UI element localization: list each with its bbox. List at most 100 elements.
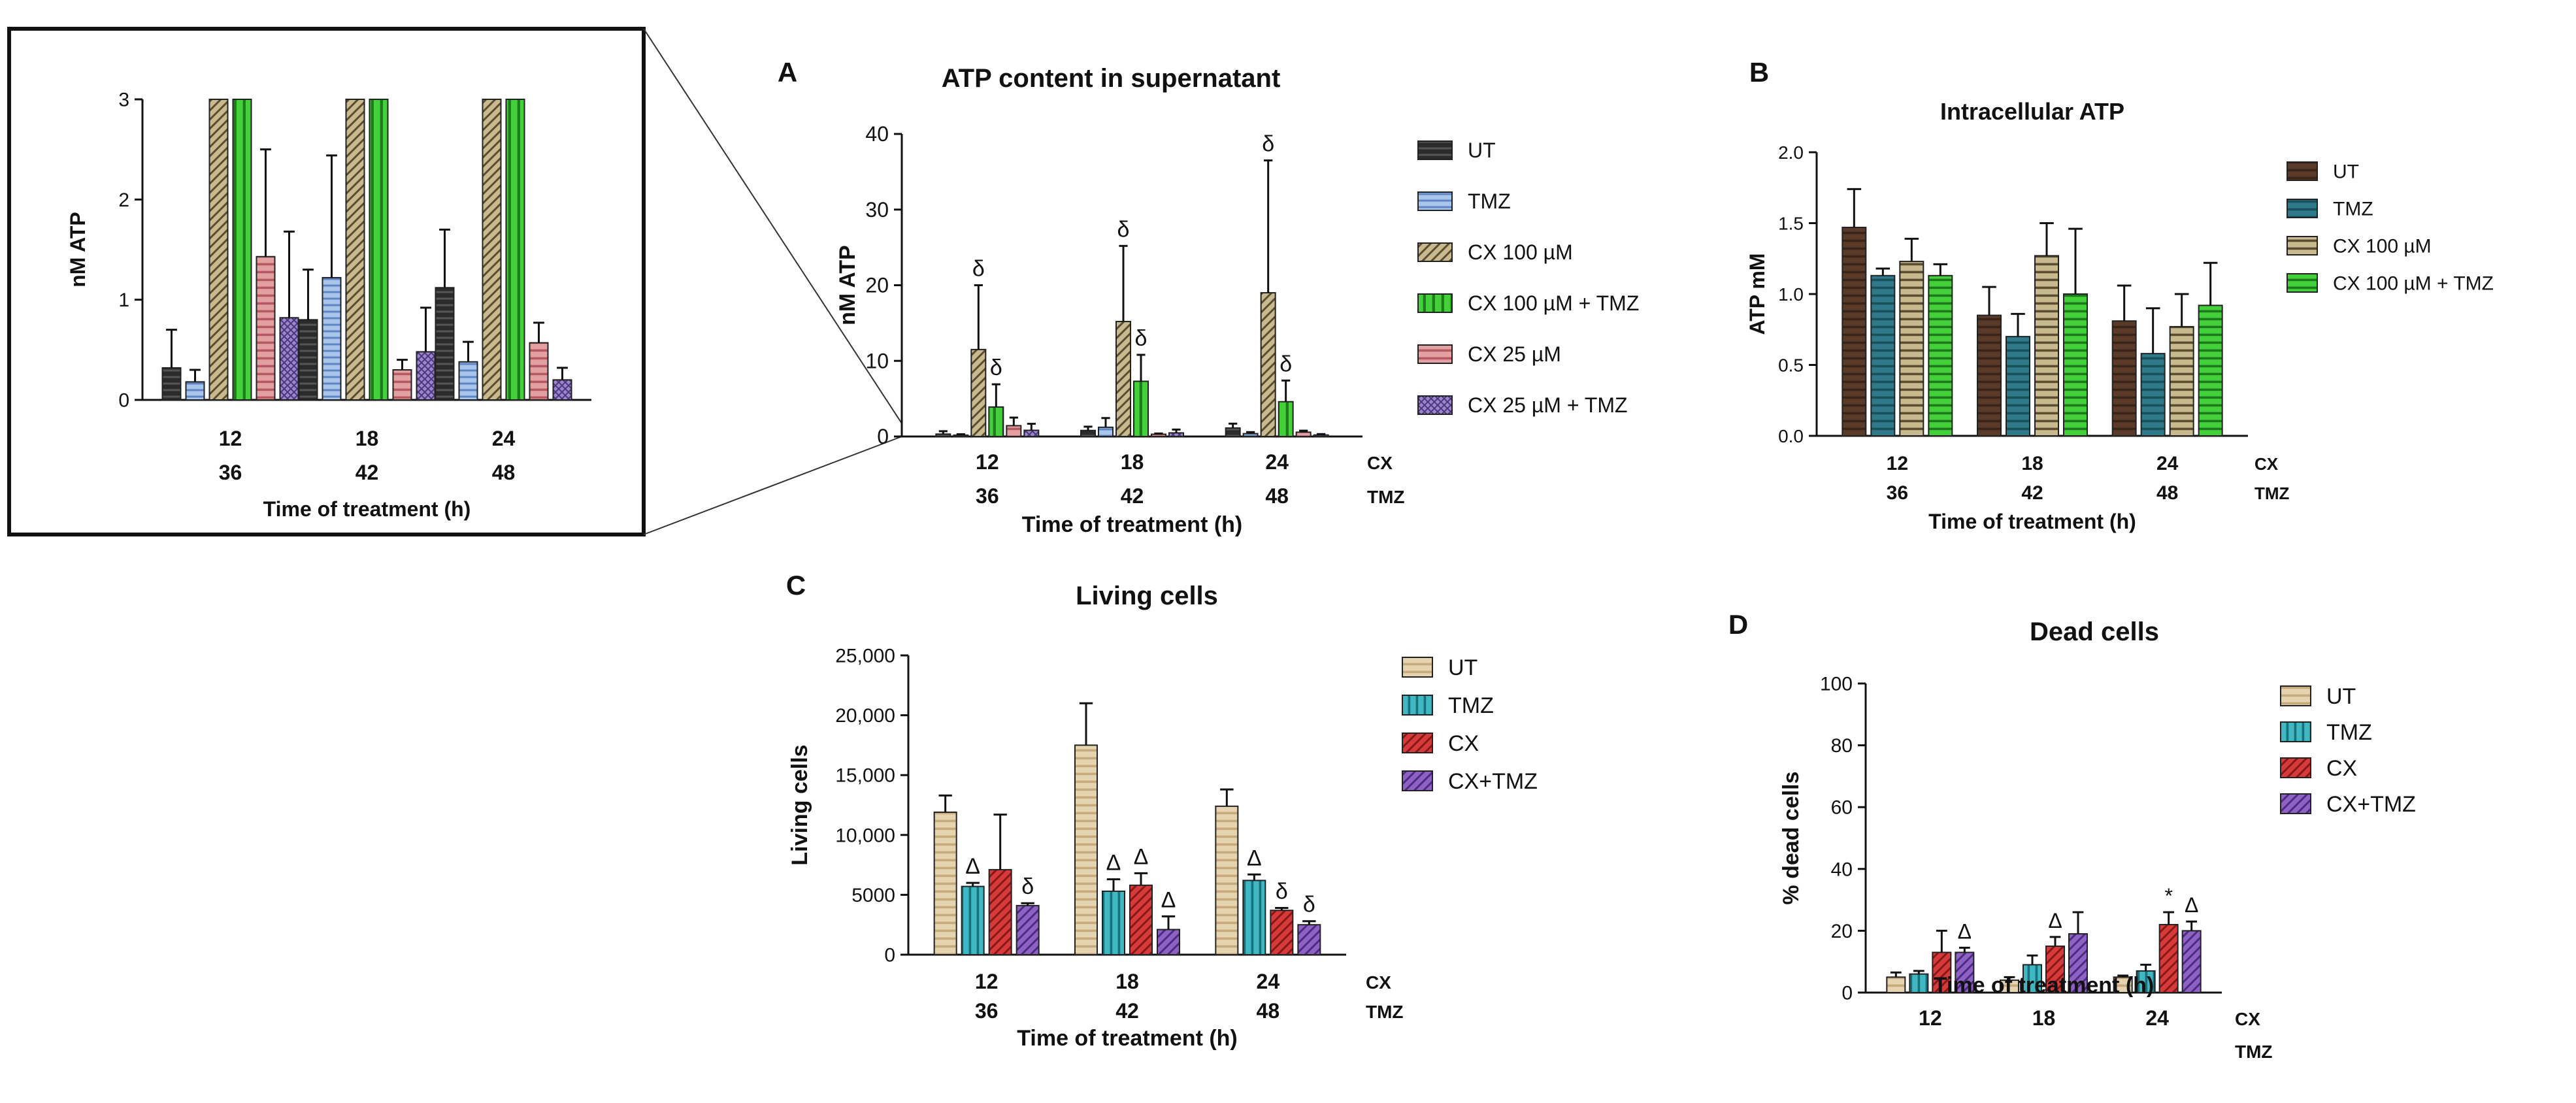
chart-title: Dead cells [2030, 617, 2159, 646]
x-axis-label: Time of treatment (h) [1934, 973, 2155, 998]
bar [1955, 951, 1975, 994]
y-tick-label: 20 [865, 274, 889, 297]
bar [322, 276, 342, 401]
bar [552, 379, 572, 401]
bar [161, 367, 182, 401]
y-tick-label: 0 [1841, 983, 1853, 1004]
y-tick-label: 0 [884, 945, 895, 966]
legend-label: TMZ [1448, 693, 1494, 718]
bar [1115, 321, 1131, 437]
bar [1313, 434, 1329, 437]
row-label-tmz: TMZ [2235, 1042, 2273, 1062]
significance-mark: Δ [2185, 893, 2198, 917]
bar [345, 99, 365, 401]
legend-swatch [1417, 242, 1453, 262]
legend-label: CX [1448, 731, 1479, 756]
x-tick-label-cx: 12 [219, 427, 242, 450]
significance-mark: δ [1117, 217, 1130, 242]
x-tick-label-tmz: 48 [1257, 999, 1280, 1023]
x-axis-label: Time of treatment (h) [263, 497, 471, 521]
panel-label: A [778, 57, 797, 88]
significance-mark: Δ [1134, 844, 1149, 869]
x-tick-label-cx: 18 [2032, 1006, 2056, 1030]
legend-label: UT [2333, 161, 2359, 183]
legend-label: TMZ [2326, 720, 2372, 745]
bar [1129, 884, 1153, 956]
bar [1215, 805, 1239, 956]
y-tick-label: 100 [1820, 674, 1853, 695]
row-label-tmz: TMZ [1366, 1002, 1404, 1022]
y-tick-label: 10,000 [835, 825, 895, 846]
significance-mark: δ [1135, 326, 1148, 351]
y-tick-label: 0.0 [1778, 426, 1804, 446]
bar [1006, 425, 1022, 438]
x-tick-label-tmz: 42 [2021, 482, 2043, 504]
bar [529, 342, 549, 401]
x-tick-label-cx: 18 [1115, 970, 1139, 993]
y-tick-label: 25,000 [835, 646, 895, 667]
bar [2169, 325, 2194, 436]
y-axis-label: nM ATP [66, 212, 90, 288]
x-tick-label-cx: 12 [1919, 1006, 1942, 1030]
y-axis-label: % dead cells [1779, 771, 1804, 904]
significance-mark: δ [1280, 352, 1292, 376]
legend-label: CX 25 µM [1468, 342, 1561, 366]
legend-swatch [1417, 293, 1453, 313]
significance-mark: δ [1262, 132, 1274, 157]
legend-swatch [2287, 161, 2318, 181]
y-tick-label: 1 [118, 289, 129, 311]
legend-swatch [1402, 657, 1433, 678]
bar [1242, 880, 1266, 956]
bar [208, 99, 229, 401]
bar [185, 381, 205, 401]
x-tick-label-tmz: 48 [492, 461, 516, 484]
x-tick-label-tmz: 36 [1887, 482, 1908, 504]
bar [2181, 930, 2202, 994]
significance-mark: δ [1276, 880, 1288, 904]
y-tick-label: 60 [1831, 797, 1853, 819]
bar [1074, 744, 1098, 956]
x-tick-label-cx: 18 [1121, 450, 1144, 474]
chart-a: 0 10 20 30 40 δ δ δ δ δ δ 12 36 18 42 24 48 CX TMZ Time of … [778, 57, 1640, 537]
significance-mark: Δ [1161, 887, 1176, 912]
bar [2198, 305, 2223, 436]
legend-swatch [2287, 273, 2318, 293]
row-label-cx: CX [1367, 453, 1393, 473]
legend-swatch [1417, 344, 1453, 364]
x-tick-label-tmz: 36 [975, 999, 999, 1023]
legend-swatch [2287, 236, 2318, 255]
bar [392, 369, 412, 401]
y-axis-label: ATP mM [1745, 253, 1769, 335]
bar [1242, 433, 1259, 438]
bar [458, 361, 478, 401]
x-tick-label-cx: 24 [492, 427, 516, 450]
bar [988, 406, 1004, 437]
bar [1909, 973, 1929, 993]
bar [1841, 227, 1867, 436]
x-tick-label-cx: 24 [2145, 1006, 2169, 1030]
bar [1102, 890, 1125, 956]
x-tick-label-cx: 24 [1265, 450, 1289, 474]
x-tick-label-cx: 18 [2021, 453, 2043, 474]
x-tick-label-tmz: 36 [976, 484, 999, 508]
bar [2158, 923, 2179, 993]
significance-mark: Δ [965, 854, 980, 879]
y-tick-label: 40 [865, 122, 889, 146]
y-tick-label: 5000 [851, 885, 895, 906]
legend-label: UT [2326, 684, 2356, 709]
x-tick-label-tmz: 48 [1265, 484, 1289, 508]
legend-label: CX 100 µM + TMZ [1468, 291, 1639, 315]
legend-swatch [2280, 793, 2311, 814]
y-tick-label: 1.0 [1778, 284, 1804, 305]
bar [933, 811, 957, 955]
x-tick-label-tmz: 48 [2156, 482, 2178, 504]
chart-title: Intracellular ATP [1940, 98, 2124, 125]
bar [1886, 976, 1906, 993]
bar [298, 319, 318, 401]
row-label-cx: CX [1366, 972, 1391, 993]
bar [1080, 429, 1096, 437]
significance-mark: * [2164, 884, 2172, 908]
legend-swatch [1402, 770, 1433, 791]
bar [505, 99, 525, 401]
legend-label: TMZ [2333, 199, 2373, 220]
